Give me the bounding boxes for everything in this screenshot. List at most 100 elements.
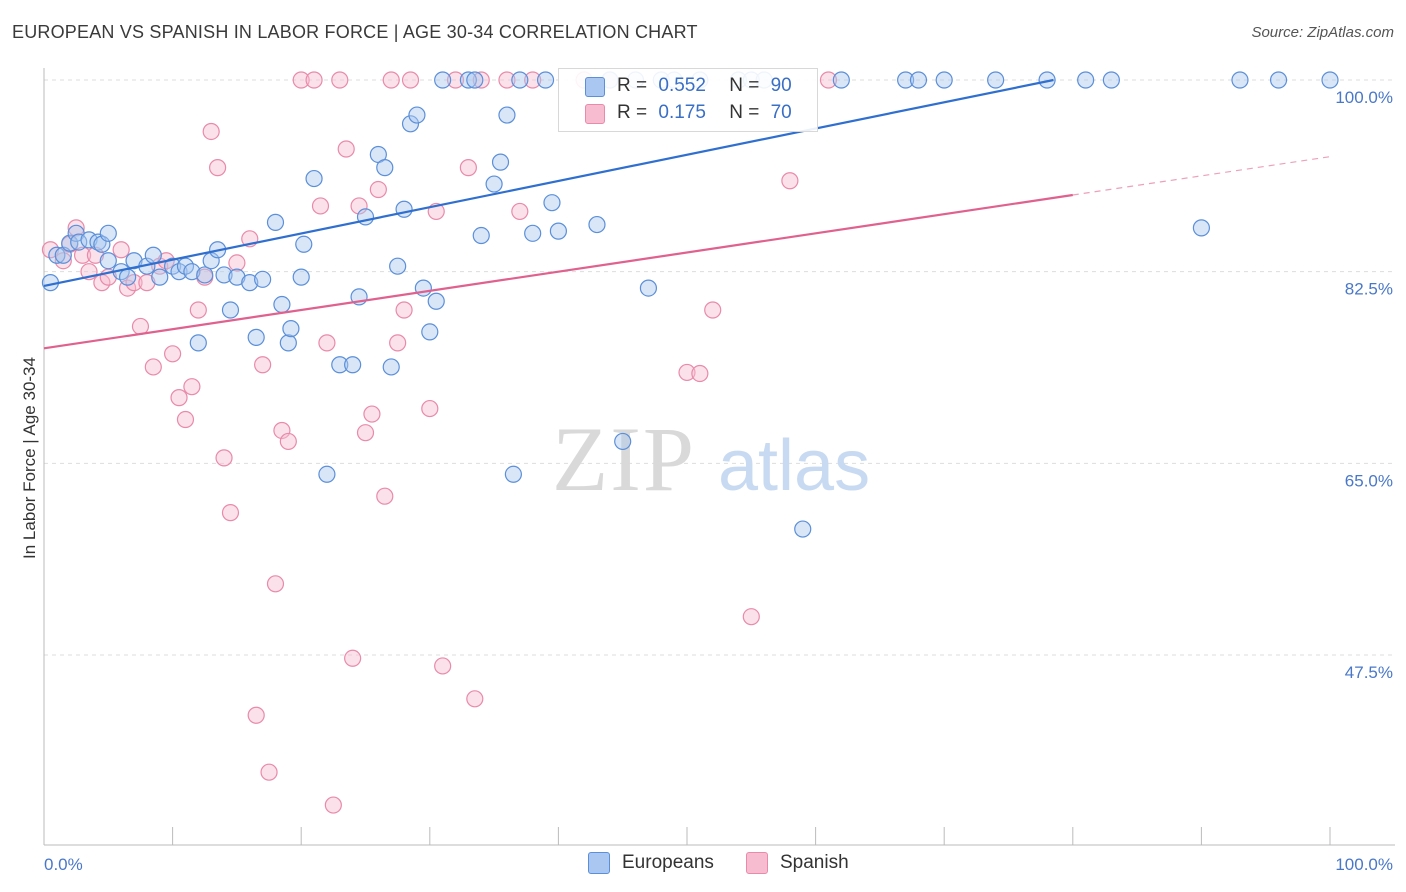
spanish-point-58 (472, 71, 490, 89)
europeans-point-15 (144, 246, 162, 264)
spanish-r-value: 0.175 (658, 102, 706, 123)
spanish-point-33 (273, 421, 291, 440)
europeans-point-26 (221, 301, 240, 319)
spanish-point-67 (742, 608, 760, 626)
europeans-point-53 (434, 71, 452, 89)
europeans-point-68 (614, 432, 632, 451)
spanish-point-61 (524, 71, 542, 89)
spanish-trend-line (43, 193, 1073, 350)
spanish-point-34 (279, 432, 297, 451)
spanish-point-21 (189, 301, 207, 319)
trend-lines (43, 78, 1331, 350)
tick-labels: 100.0% 82.5% 65.0% 47.5% 0.0% 100.0% (44, 88, 1393, 874)
legend-europeans-label: Europeans (622, 852, 714, 873)
europeans-point-21 (189, 334, 207, 352)
spanish-point-39 (324, 796, 342, 814)
europeans-point-83 (1038, 71, 1056, 89)
europeans-point-22 (196, 266, 214, 284)
spanish-point-17 (164, 345, 182, 363)
watermark-atlas: atlas (718, 426, 870, 506)
spanish-point-36 (305, 71, 323, 89)
europeans-point-45 (382, 358, 400, 376)
y-tick-label-3: 47.5% (1345, 663, 1393, 682)
europeans-r-label: R = (617, 75, 648, 96)
axes (43, 68, 1395, 846)
spanish-point-14 (144, 358, 162, 376)
spanish-point-43 (350, 197, 368, 215)
europeans-point-47 (395, 200, 413, 218)
europeans-point-33 (279, 334, 297, 352)
spanish-point-23 (202, 122, 220, 141)
spanish-point-25 (215, 449, 233, 467)
europeans-point-81 (935, 71, 953, 89)
europeans-point-1 (48, 246, 66, 264)
spanish-n-value: 70 (770, 102, 792, 123)
spanish-point-64 (678, 363, 696, 382)
europeans-point-66 (588, 215, 606, 234)
europeans-point-86 (1192, 219, 1211, 237)
x-tick-label-1: 100.0% (1335, 855, 1393, 874)
spanish-point-26 (221, 504, 240, 522)
spanish-point-42 (344, 649, 362, 667)
europeans-point-27 (228, 268, 246, 286)
europeans-point-37 (305, 169, 323, 188)
spanish-point-30 (254, 356, 272, 374)
europeans-trend-line (43, 78, 1054, 287)
europeans-point-57 (485, 175, 503, 193)
europeans-point-25 (215, 266, 233, 284)
legend-europeans: Europeans (588, 852, 714, 874)
europeans-point-64 (543, 194, 561, 212)
watermark-zip: ZIP (552, 408, 696, 510)
spanish-n-label: N = (729, 102, 760, 123)
europeans-point-89 (1321, 71, 1339, 89)
spanish-r-label: R = (617, 102, 648, 123)
chart-title: EUROPEAN VS SPANISH IN LABOR FORCE | AGE… (12, 22, 698, 42)
europeans-point-87 (1231, 71, 1249, 89)
europeans-point-5 (70, 233, 88, 251)
spanish-trend-extension (1072, 156, 1331, 196)
europeans-point-79 (897, 71, 915, 89)
europeans-n-value: 90 (770, 75, 792, 96)
y-axis-label: In Labor Force | Age 30-34 (20, 357, 39, 559)
spanish-point-44 (356, 424, 375, 442)
spanish-point-29 (247, 706, 265, 724)
spanish-point-45 (363, 405, 381, 423)
europeans-point-70 (639, 279, 658, 297)
europeans-point-46 (389, 257, 407, 275)
europeans-point-9 (99, 224, 117, 242)
spanish-point-69 (819, 71, 838, 89)
europeans-point-40 (344, 356, 362, 374)
y-tick-label-1: 82.5% (1345, 280, 1393, 299)
legend-europeans-swatch (588, 852, 610, 874)
europeans-point-58 (491, 153, 510, 171)
europeans-point-78 (832, 71, 850, 89)
europeans-point-38 (318, 465, 336, 483)
europeans-point-20 (183, 263, 201, 281)
stats-legend: R = 0.552 N = 90 R = 0.175 N = 70 (558, 68, 818, 132)
europeans-r-value: 0.552 (658, 75, 706, 96)
spanish-point-48 (382, 71, 400, 89)
europeans-point-16 (151, 268, 169, 286)
europeans-point-54 (459, 71, 477, 89)
europeans-point-61 (511, 71, 529, 89)
spanish-point-37 (311, 197, 330, 215)
spanish-point-65 (691, 364, 709, 383)
europeans-point-34 (282, 320, 300, 338)
spanish-point-20 (183, 378, 201, 396)
europeans-point-63 (536, 71, 555, 89)
europeans-point-31 (266, 213, 285, 231)
spanish-point-56 (459, 159, 477, 177)
europeans-point-32 (273, 295, 291, 314)
spanish-point-19 (176, 410, 195, 429)
spanish-point-59 (498, 71, 516, 89)
spanish-point-57 (466, 690, 484, 708)
y-tick-label-0: 100.0% (1335, 88, 1393, 107)
europeans-point-51 (421, 323, 439, 341)
spanish-point-38 (318, 334, 336, 352)
spanish-points (41, 71, 838, 814)
europeans-point-28 (241, 274, 259, 292)
europeans-point-3 (61, 234, 79, 252)
europeans-point-36 (295, 235, 313, 253)
europeans-point-30 (254, 270, 272, 288)
europeans-n-label: N = (729, 75, 760, 96)
